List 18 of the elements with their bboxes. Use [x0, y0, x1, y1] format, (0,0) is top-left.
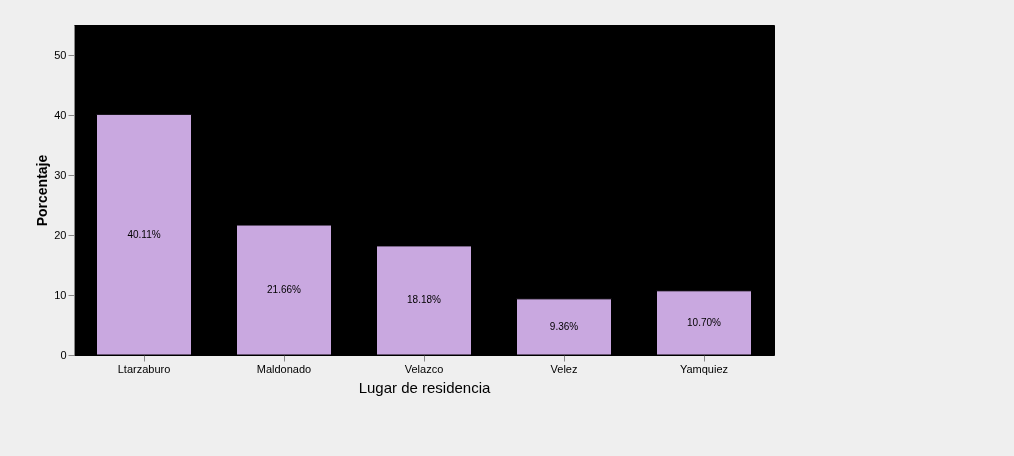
y-tick-label: 50: [54, 48, 67, 61]
x-tick-label: Ltarzaburo: [117, 362, 171, 375]
y-tick-label: 40: [54, 108, 67, 121]
data-label: 10.70%: [687, 316, 722, 328]
data-label: 18.18%: [407, 294, 442, 306]
x-tick-label: Yamquiez: [679, 362, 729, 375]
x-axis-title: Lugar de residencia: [358, 378, 492, 396]
y-axis-title: Porcentaje: [34, 154, 51, 227]
x-tick-label: Velazco: [404, 362, 444, 375]
y-tick-label: 10: [54, 288, 67, 301]
data-label: 9.36%: [549, 320, 579, 332]
x-tick-label: Velez: [550, 362, 578, 375]
x-tick-label: Maldonado: [256, 362, 312, 375]
y-tick-label: 20: [54, 228, 67, 241]
y-tick-label: 0: [60, 348, 67, 361]
data-label: 40.11%: [127, 228, 161, 240]
y-tick-label: 30: [54, 168, 67, 181]
data-label: 21.66%: [267, 284, 302, 296]
